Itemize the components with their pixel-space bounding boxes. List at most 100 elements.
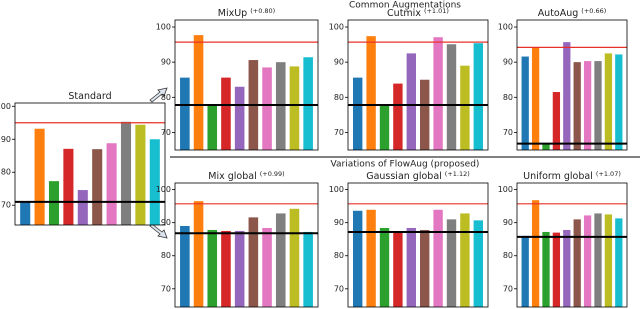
axes-frame — [347, 19, 489, 151]
bar — [221, 77, 231, 150]
title-text: Uniform global — [523, 171, 593, 182]
y-tick-label: 80 — [503, 251, 513, 260]
bar — [521, 235, 529, 307]
axes-frame — [14, 102, 166, 226]
axes-frame — [516, 19, 628, 151]
bar — [353, 210, 363, 307]
bar — [180, 77, 190, 150]
bar — [289, 208, 300, 307]
bar — [207, 105, 218, 150]
annotation: (+1.01) — [424, 7, 449, 15]
bar — [420, 229, 430, 307]
bar — [379, 105, 390, 150]
bar — [34, 128, 45, 225]
title-text: Cutmix — [387, 8, 421, 19]
section-header: Variations of FlowAug (proposed) — [331, 160, 480, 170]
bar — [393, 83, 403, 150]
bar — [106, 143, 117, 225]
bar — [446, 219, 457, 307]
y-tick-label: 100 — [329, 185, 344, 194]
y-tick-label: 90 — [334, 58, 344, 67]
bar — [234, 230, 245, 307]
bar — [303, 57, 313, 151]
chart-title: Gaussian global (+1.12) — [366, 170, 470, 182]
bar — [221, 230, 231, 307]
chart-title: Mix global (+0.99) — [208, 170, 284, 182]
bar — [262, 227, 272, 307]
annotation: (+1.07) — [596, 170, 621, 178]
title-text: MixUp — [218, 8, 247, 19]
bar — [406, 227, 416, 307]
chart-title: AutoAug (+0.66) — [538, 7, 607, 19]
y-tick-label: 70 — [161, 284, 171, 293]
bar — [262, 67, 272, 150]
y-tick-label: 90 — [503, 58, 513, 67]
y-tick-label: 90 — [161, 218, 171, 227]
bar — [583, 61, 592, 150]
y-tick-label: 80 — [1, 168, 11, 177]
annotation: (+0.99) — [260, 170, 285, 178]
axes-frame — [174, 182, 319, 308]
y-tick-label: 100 — [156, 23, 171, 32]
bar — [207, 229, 218, 307]
bar — [552, 92, 561, 150]
y-tick-label: 80 — [334, 93, 344, 102]
bar — [573, 62, 581, 150]
chart-title: Standard — [68, 91, 111, 102]
bar — [433, 37, 443, 150]
chart-title: Uniform global (+1.07) — [523, 170, 621, 182]
bar — [180, 225, 190, 307]
y-tick-label: 90 — [334, 218, 344, 227]
annotation: (+0.66) — [581, 7, 606, 15]
y-tick-label: 90 — [503, 218, 513, 227]
bar — [531, 47, 540, 150]
section-header: Common Augmentations — [349, 1, 461, 11]
title-text: Gaussian global — [366, 171, 442, 182]
bar — [552, 232, 561, 307]
title-text: Mix global — [208, 171, 256, 182]
y-tick-label: 70 — [334, 284, 344, 293]
bar — [406, 53, 416, 150]
y-tick-label: 80 — [503, 93, 513, 102]
y-tick-label: 80 — [161, 251, 171, 260]
bar — [303, 231, 313, 307]
bar — [353, 77, 363, 150]
y-tick-label: 70 — [334, 128, 344, 137]
y-tick-label: 70 — [161, 128, 171, 137]
bar — [460, 213, 470, 307]
bar — [594, 61, 602, 150]
axes-frame — [174, 19, 319, 151]
bar — [63, 148, 74, 225]
bar — [77, 190, 88, 225]
bar — [289, 66, 300, 150]
axes-frame — [347, 182, 489, 308]
bar — [460, 65, 470, 150]
bar — [366, 36, 376, 150]
y-tick-label: 80 — [161, 93, 171, 102]
annotation: (+1.12) — [445, 170, 470, 178]
bar — [234, 86, 245, 150]
bar — [193, 35, 204, 150]
bar — [615, 218, 623, 307]
bar — [521, 56, 529, 150]
bar — [275, 213, 286, 307]
y-tick-label: 100 — [156, 185, 171, 194]
bar — [615, 54, 623, 150]
title-text: AutoAug — [538, 8, 579, 19]
bar — [473, 220, 483, 307]
y-tick-label: 90 — [161, 58, 171, 67]
arrow — [149, 87, 168, 103]
bar — [542, 144, 550, 150]
y-tick-label: 100 — [498, 185, 513, 194]
bar — [366, 209, 376, 307]
bar — [248, 217, 259, 307]
y-tick-label: 100 — [0, 102, 11, 111]
y-tick-label: 90 — [1, 135, 11, 144]
bar — [193, 201, 204, 307]
axes-frame — [516, 182, 628, 308]
chart-title: Cutmix (+1.01) — [387, 7, 449, 19]
bar — [48, 181, 60, 225]
bar — [573, 219, 581, 307]
y-tick-label: 70 — [503, 284, 513, 293]
